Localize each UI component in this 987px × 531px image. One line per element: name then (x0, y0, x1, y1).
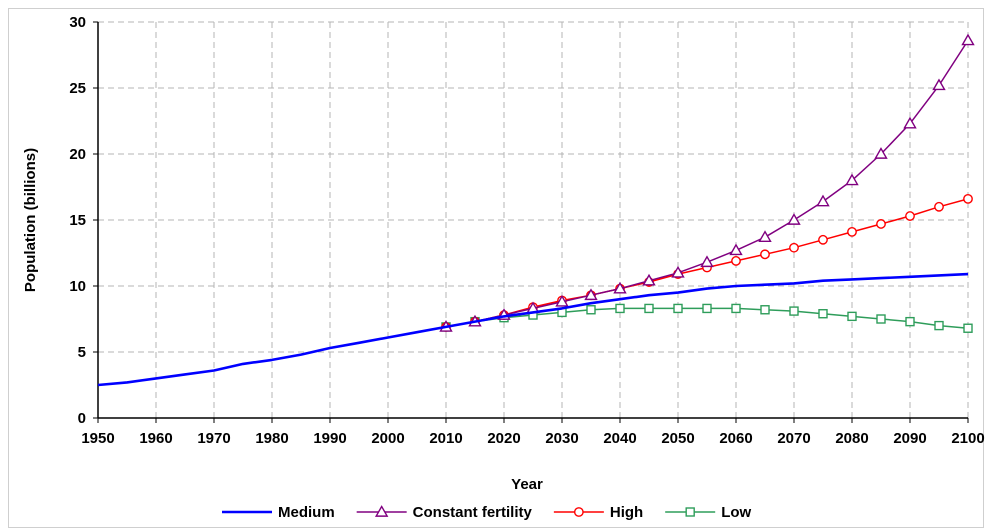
point-constant-fertility (758, 230, 772, 242)
point-constant-fertility (729, 243, 743, 256)
y-tick-label: 25 (69, 80, 86, 97)
point-low (586, 305, 596, 315)
point-constant-fertility (845, 173, 859, 186)
point-constant-fertility (642, 273, 656, 286)
x-tick-label: 2100 (951, 430, 984, 447)
y-tick-label: 15 (69, 212, 86, 229)
point-low (644, 303, 654, 314)
point-constant-fertility (671, 265, 685, 278)
point-high (818, 234, 828, 245)
x-tick-label: 2050 (661, 430, 694, 447)
point-low (731, 303, 741, 314)
x-axis-label: Year (511, 476, 543, 493)
y-tick-label: 5 (78, 344, 86, 361)
y-axis-label: Population (billions) (22, 148, 39, 292)
x-tick-label: 2080 (835, 430, 868, 447)
legend-label-high: High (610, 504, 643, 521)
y-tick-label: 0 (78, 410, 86, 427)
x-tick-label: 2010 (429, 430, 462, 447)
point-low (847, 311, 857, 322)
x-tick-label: 2090 (893, 430, 926, 447)
point-constant-fertility (584, 288, 598, 301)
legend-item-constant-fertility: Constant fertility (356, 504, 533, 521)
x-tick-label: 1960 (139, 430, 172, 447)
legend-item-low: Low (665, 504, 752, 521)
x-tick-label: 2030 (545, 430, 578, 447)
series-lines (97, 33, 975, 387)
point-low (702, 303, 712, 314)
legend-label-medium: Medium (278, 504, 335, 521)
line-constant-fertility (445, 40, 969, 328)
point-low (789, 306, 799, 316)
y-tick-label: 20 (69, 146, 86, 163)
line-medium (97, 272, 969, 387)
x-tick-label: 2070 (777, 430, 810, 447)
point-low (818, 309, 828, 319)
legend-marker-constant-fertility (374, 505, 389, 517)
y-tick-label: 10 (69, 278, 86, 295)
grid-lines (98, 21, 969, 418)
point-low (615, 303, 625, 314)
point-constant-fertility (816, 194, 830, 207)
point-high (963, 193, 973, 204)
x-tick-label: 1990 (313, 430, 346, 447)
x-tick-label: 2060 (719, 430, 752, 447)
point-high (934, 201, 944, 212)
point-high (789, 242, 799, 253)
point-constant-fertility (874, 147, 888, 159)
x-tick-label: 1980 (255, 430, 288, 447)
point-low (963, 323, 973, 333)
point-constant-fertility (555, 294, 569, 307)
point-high (760, 249, 770, 260)
x-tick-label: 1950 (81, 430, 114, 447)
legend-item-high: High (553, 504, 643, 521)
point-constant-fertility (932, 78, 946, 91)
x-tick-label: 2040 (603, 430, 636, 447)
point-constant-fertility (787, 213, 801, 225)
point-constant-fertility (613, 281, 627, 294)
point-low (934, 320, 944, 331)
legend-label-constant-fertility: Constant fertility (413, 504, 533, 521)
point-constant-fertility (903, 116, 917, 129)
point-high (731, 256, 741, 266)
point-constant-fertility (961, 33, 975, 46)
point-low (905, 316, 915, 327)
legend-label-low: Low (721, 504, 751, 521)
point-high (847, 226, 857, 237)
axes (93, 21, 969, 423)
point-low (760, 305, 770, 315)
legend-marker-high (573, 507, 584, 517)
point-high (905, 211, 915, 221)
point-constant-fertility (700, 255, 714, 268)
y-tick-label: 30 (69, 14, 86, 31)
x-tick-label: 2000 (371, 430, 404, 447)
series-medium (97, 272, 969, 387)
legend-marker-low (685, 507, 695, 517)
point-low (876, 314, 886, 324)
series-constant-fertility (439, 33, 975, 332)
legend: Medium Constant fertility High Low (222, 504, 752, 521)
x-tick-label: 1970 (197, 430, 230, 447)
point-high (876, 219, 886, 229)
x-tick-label: 2020 (487, 430, 520, 447)
series-low (441, 303, 973, 333)
tick-labels: 1950 1960 1970 1980 1990 2000 2010 2020 2030 2040… (69, 14, 984, 447)
point-low (673, 303, 683, 314)
legend-item-medium: Medium (222, 504, 335, 521)
